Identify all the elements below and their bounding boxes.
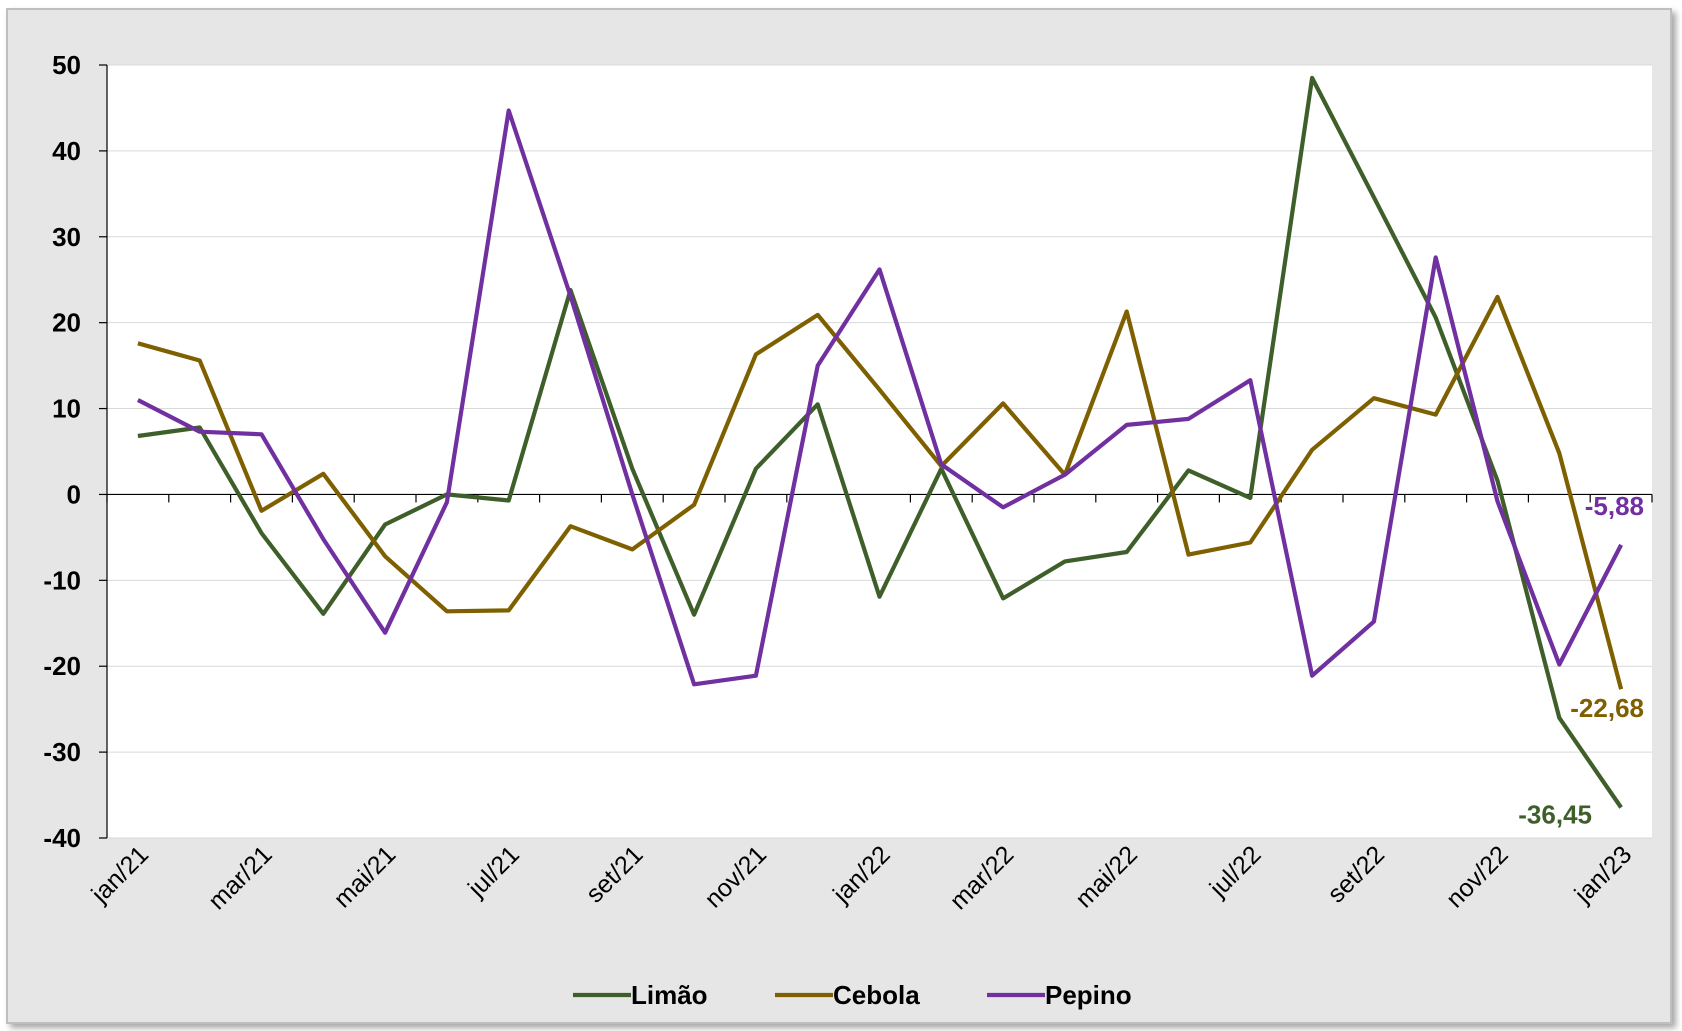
series-line-cebola [137,294,1624,690]
x-tick-label: set/22 [1322,840,1390,908]
data-label-limão: -36,45 [1518,800,1592,830]
series-line-limão [137,75,1623,809]
x-tick-label: set/21 [581,840,649,908]
series-lines [136,75,1624,809]
legend-label-cebola: Cebola [833,980,920,1010]
data-label-cebola: -22,68 [1570,693,1644,723]
y-tick-label: -10 [43,565,81,595]
data-label-pepino: -5,88 [1585,491,1644,521]
x-tick-label: jul/22 [1204,840,1267,903]
x-axis-tick-labels: jan/21 mar/21 mai/21 jul/21 set/21 nov/21 jan/… [85,840,1637,915]
x-tick-label: nov/22 [1441,840,1514,913]
legend-label-pepino: Pepino [1045,980,1132,1010]
x-tick-label: jul/21 [462,840,525,903]
x-tick-label: mar/22 [945,840,1020,915]
x-tick-label: nov/21 [699,840,772,913]
series-line-pepino [136,108,1623,687]
y-tick-label: 20 [52,308,81,338]
x-tick-label: jan/22 [827,840,896,909]
x-tick-label: jan/23 [1569,840,1638,909]
plot-area [107,65,1652,838]
end-data-labels: -36,45 -22,68 -5,88 [1518,491,1644,830]
y-tick-label: -40 [43,823,81,853]
y-tick-label: 10 [52,394,81,424]
x-tick-label: jan/21 [85,840,154,909]
y-tick-label: -20 [43,651,81,681]
y-tick-label: -30 [43,737,81,767]
y-tick-label: 50 [52,50,81,80]
legend-label-limão: Limão [631,980,708,1010]
gridlines [107,64,1652,839]
y-tick-label: 30 [52,222,81,252]
x-tick-label: mai/21 [328,840,401,913]
y-tick-label: 40 [52,136,81,166]
x-tick-label: mar/21 [203,840,278,915]
x-tick-label: mai/22 [1070,840,1143,913]
y-tick-label: 0 [67,479,81,509]
y-axis-tick-labels: 50 40 30 20 10 0 -10 -20 -30 -40 [43,50,81,853]
legend: Limão Cebola Pepino [573,980,1132,1010]
